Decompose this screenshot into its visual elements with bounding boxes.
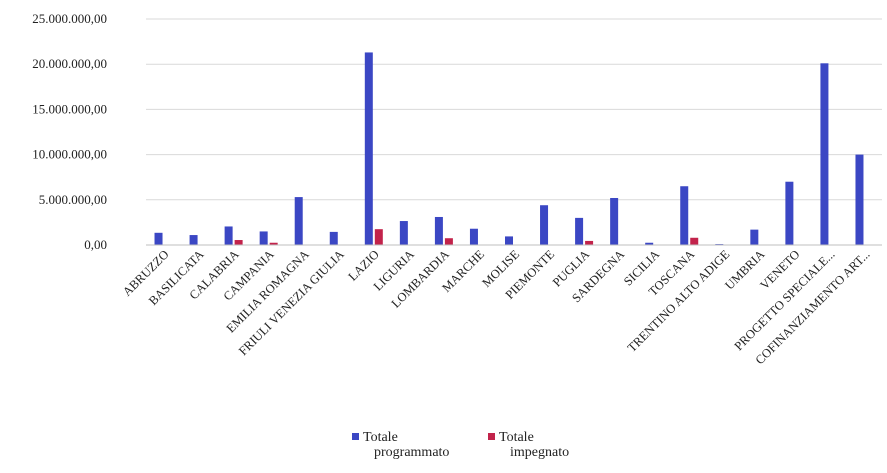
legend-swatch-impegnato (488, 433, 495, 440)
y-axis-tick-labels: 0,00 5.000.000,00 10.000.000,00 15.000.000,… (32, 11, 107, 252)
y-tick-label: 15.000.000,00 (32, 101, 107, 116)
legend-swatch-programmato (352, 433, 359, 440)
legend-label-line: programmato (374, 445, 450, 460)
bar-programmato (329, 231, 338, 245)
bar-programmato (505, 236, 513, 245)
bar-impegnato (690, 237, 699, 245)
legend-label-line: Totale (499, 430, 534, 445)
bar-programmato (399, 221, 408, 245)
bar-programmato (820, 63, 829, 245)
y-tick-label: 10.000.000,00 (32, 147, 107, 162)
legend-item-programmato: Totale programmato (352, 430, 473, 460)
bar-programmato (364, 52, 373, 246)
bar-programmato (189, 235, 198, 245)
legend-label-line: impegnato (510, 445, 570, 460)
x-axis-category-labels: ABRUZZOBASILICATACALABRIACAMPANIAEMILIA … (120, 247, 873, 367)
bar-programmato (785, 181, 794, 245)
y-tick-label: 0,00 (84, 237, 107, 252)
y-tick-label: 20.000.000,00 (32, 56, 107, 71)
bar-impegnato (374, 229, 383, 245)
bar-programmato (645, 242, 654, 245)
bar-chart: 0,00 5.000.000,00 10.000.000,00 15.000.000,… (32, 11, 882, 367)
grid-lines (146, 18, 882, 201)
legend-item-impegnato: Totale impegnato (488, 430, 609, 460)
bar-impegnato (234, 240, 243, 245)
bar-programmato (259, 231, 268, 245)
bar-programmato (855, 154, 864, 245)
bar-programmato (540, 205, 549, 245)
bar-impegnato (585, 240, 594, 245)
bar-programmato (469, 228, 478, 245)
legend-label-line: Totale (363, 430, 398, 445)
legend: Totale programmato Totale impegnato (352, 430, 612, 472)
bar-programmato (610, 197, 619, 245)
bar-programmato (750, 229, 759, 245)
bar-programmato (224, 226, 233, 245)
bar-programmato (680, 186, 689, 245)
bar-programmato (154, 232, 163, 245)
bar-programmato (294, 197, 303, 245)
y-tick-label: 5.000.000,00 (39, 192, 107, 207)
y-tick-label: 25.000.000,00 (32, 11, 107, 26)
bars (154, 52, 864, 246)
bar-programmato (434, 216, 443, 245)
bar-programmato (575, 217, 584, 245)
bar-impegnato (269, 242, 278, 245)
bar-impegnato (444, 238, 453, 245)
